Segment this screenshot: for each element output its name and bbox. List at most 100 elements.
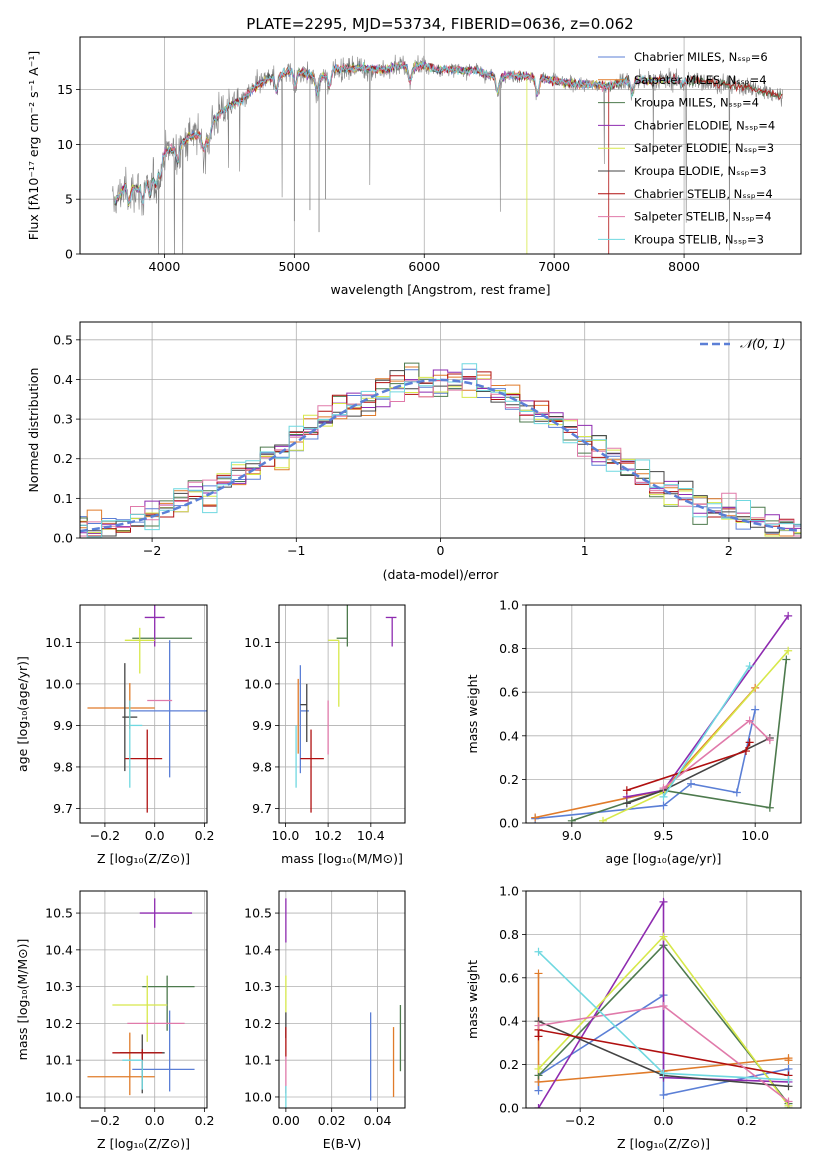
age-vs-mass-axes: 10.0 10.2 10.4 9.7 9.8 9.9 10.0 10.1 xyxy=(244,605,405,843)
weight-marker-9 xyxy=(534,947,543,956)
x-axis-label: Z [log₁₀(Z/Z⊙)] xyxy=(617,1136,710,1151)
residuals-ytick-label: 0.4 xyxy=(53,372,73,387)
weight-series-4 xyxy=(537,899,789,1108)
weight-marker-1 xyxy=(751,705,760,714)
y-axis-label: mass [log₁₀(M/M⊙)] xyxy=(15,939,30,1061)
residuals-xtick-label: 1 xyxy=(581,543,589,558)
age-vs-Z-xtick-label: 0.2 xyxy=(195,828,215,843)
weight-marker-7 xyxy=(745,738,754,747)
spectrum-ytick-label: 5 xyxy=(65,192,73,207)
residuals-ytick-label: 0.2 xyxy=(53,451,73,466)
normal-curve xyxy=(80,378,801,533)
weight-marker-9 xyxy=(784,1075,793,1084)
weight-vs-age-ytick-label: 1.0 xyxy=(499,598,519,613)
mass-vs-ebv-xtick-label: 0.02 xyxy=(318,1113,346,1128)
weight-marker-5 xyxy=(534,1064,543,1073)
weight-marker-3 xyxy=(765,803,774,812)
spectrum-ytick-label: 0 xyxy=(65,247,73,262)
weight-marker-4 xyxy=(784,611,793,620)
residuals-xtick-label: 0 xyxy=(437,543,445,558)
mass-vs-Z-ytick-label: 10.2 xyxy=(45,1016,73,1031)
spectrum-axes: 4000 5000 6000 7000 8000 0 5 10 15 xyxy=(57,37,801,274)
residuals-axes: −2 −1 0 1 2 0.0 0.1 0.2 0.3 0.4 0.5 xyxy=(53,322,801,558)
y-axis-label: Flux [fλ10⁻¹⁷ erg cm⁻² s⁻¹ A⁻¹] xyxy=(26,51,41,240)
age-vs-mass-ytick-label: 9.8 xyxy=(252,759,272,774)
weight-vs-age-ytick-label: 0.0 xyxy=(499,816,519,831)
x-axis-label: Z [log₁₀(Z/Z⊙)] xyxy=(97,1136,190,1151)
mass-vs-ebv-ytick-label: 10.0 xyxy=(244,1089,272,1104)
weight-vs-Z-xtick-label: 0.2 xyxy=(737,1113,757,1128)
age-vs-Z-xtick-label: −0.2 xyxy=(90,828,120,843)
weight-vs-age-axes: 9.0 9.5 10.0 0.0 0.2 0.4 0.6 0.8 1.0 xyxy=(499,598,801,843)
mass-vs-ebv-ytick-label: 10.5 xyxy=(244,906,272,921)
residuals-xtick-label: −1 xyxy=(287,543,305,558)
residuals-xtick-label: −2 xyxy=(143,543,161,558)
weight-marker-1 xyxy=(687,779,695,788)
weight-vs-age-ytick-label: 0.2 xyxy=(499,772,519,787)
weight-marker-2 xyxy=(784,1056,793,1065)
weight-vs-age-xtick-label: 9.5 xyxy=(654,828,674,843)
mass-vs-ebv-ytick-label: 10.1 xyxy=(244,1053,272,1068)
age-vs-Z-frame xyxy=(79,604,208,824)
spectrum-xtick-label: 4000 xyxy=(149,259,181,274)
age-vs-mass-ytick-label: 10.1 xyxy=(244,635,272,650)
weight-vs-age-xtick-label: 9.0 xyxy=(562,828,582,843)
mass-vs-Z-ytick-label: 10.4 xyxy=(45,942,73,957)
residuals-ytick-label: 0.0 xyxy=(53,531,73,546)
y-axis-label: mass weight xyxy=(465,674,480,753)
weight-marker-2 xyxy=(531,813,540,822)
mass-vs-ebv-xtick-label: 0.04 xyxy=(364,1113,392,1128)
normal-legend-label: 𝒩(0, 1) xyxy=(740,336,786,351)
weight-marker-6 xyxy=(622,799,631,808)
age-vs-mass-xtick-label: 10.2 xyxy=(314,828,342,843)
spectrum-frame xyxy=(79,36,802,255)
legend-entry: Chabrier STELIB, Nₛₛₚ=4 xyxy=(634,187,773,201)
legend-entry: Kroupa MILES, Nₛₛₚ=4 xyxy=(634,96,759,110)
mass-vs-ebv-ytick-label: 10.3 xyxy=(244,979,272,994)
mass-vs-ebv-ytick-label: 10.4 xyxy=(244,942,272,957)
weight-marker-5 xyxy=(659,932,668,941)
x-axis-label: Z [log₁₀(Z/Z⊙)] xyxy=(97,851,190,866)
mass-vs-Z-ytick-label: 10.5 xyxy=(45,906,73,921)
weight-vs-Z-ytick-label: 0.0 xyxy=(499,1101,519,1116)
age-vs-Z-axes: −0.2 0.0 0.2 9.7 9.8 9.9 10.0 10.1 xyxy=(45,605,214,843)
age-vs-mass-ytick-label: 9.7 xyxy=(252,801,272,816)
spectrum-legend: Chabrier MILES, Nₛₛₚ=6 Salpeter MILES, Nₛ… xyxy=(598,50,775,246)
weight-series-4 xyxy=(626,615,789,798)
weight-marker-7 xyxy=(742,747,750,756)
weight-marker-5 xyxy=(784,646,793,655)
legend-entry: Chabrier MILES, Nₛₛₚ=6 xyxy=(634,50,768,64)
age-vs-Z-xtick-label: 0.0 xyxy=(145,828,165,843)
weight-marker-4 xyxy=(659,897,668,906)
weight-vs-Z-ytick-label: 0.6 xyxy=(499,970,519,985)
mass-vs-Z-ytick-label: 10.0 xyxy=(45,1089,73,1104)
weight-marker-8 xyxy=(534,1021,543,1030)
weight-vs-age-ytick-label: 0.4 xyxy=(499,728,519,743)
residuals-frame xyxy=(79,321,802,539)
y-axis-label: mass weight xyxy=(465,960,480,1039)
spectrum-model-line-8 xyxy=(114,61,688,206)
weight-vs-Z-ytick-label: 0.2 xyxy=(499,1057,519,1072)
age-vs-Z-ytick-label: 10.0 xyxy=(45,676,73,691)
mass-vs-ebv-xtick-label: 0.00 xyxy=(272,1113,300,1128)
weight-series-3 xyxy=(571,659,788,822)
y-axis-label: age [log₁₀(age/yr)] xyxy=(15,656,30,772)
weight-series-9 xyxy=(662,665,751,798)
weight-marker-1 xyxy=(659,1090,668,1099)
x-axis-label: mass [log₁₀(M/M⊙)] xyxy=(281,851,403,866)
weight-vs-age-ytick-label: 0.8 xyxy=(499,641,519,656)
mass-vs-Z-ytick-label: 10.1 xyxy=(45,1053,73,1068)
spectrum-xtick-label: 5000 xyxy=(278,259,310,274)
age-vs-Z-ytick-label: 9.8 xyxy=(53,759,73,774)
weight-vs-Z-xtick-label: −0.2 xyxy=(565,1113,595,1128)
spectrum-xtick-label: 7000 xyxy=(538,259,570,274)
weight-vs-Z-frame xyxy=(525,890,802,1109)
weight-marker-3 xyxy=(567,816,576,823)
weight-marker-9 xyxy=(659,1069,668,1078)
weight-marker-2 xyxy=(534,969,543,978)
age-vs-mass-ytick-label: 10.0 xyxy=(244,676,272,691)
residuals-ytick-label: 0.1 xyxy=(53,491,73,506)
spectrum-model-line-9 xyxy=(114,61,695,205)
mass-vs-Z-xtick-label: 0.0 xyxy=(145,1113,165,1128)
x-axis-label: E(B-V) xyxy=(323,1136,362,1151)
